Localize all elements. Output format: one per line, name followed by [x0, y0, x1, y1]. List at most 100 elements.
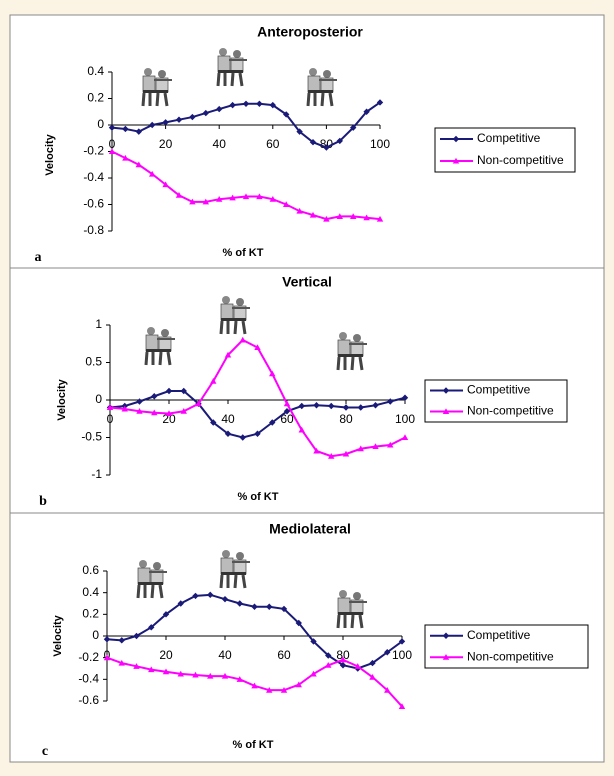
x-tick-label: 40: [221, 412, 235, 426]
data-point: [148, 666, 155, 673]
data-point: [239, 434, 246, 441]
data-point: [296, 128, 303, 135]
data-point: [283, 201, 290, 208]
data-point: [122, 125, 129, 133]
data-point: [328, 453, 335, 459]
x-tick-label: 20: [162, 412, 176, 426]
data-point: [175, 116, 183, 123]
data-point: [202, 109, 209, 117]
data-point: [207, 672, 214, 679]
data-point: [216, 196, 223, 202]
data-point: [398, 638, 406, 645]
legend-box: [434, 127, 576, 173]
y-tick-label: -0.8: [83, 223, 104, 237]
data-point: [195, 400, 202, 407]
data-point: [133, 632, 140, 640]
data-point: [135, 128, 142, 135]
y-tick-label: 0: [97, 117, 104, 131]
x-tick-label: 40: [218, 648, 232, 662]
data-point: [309, 211, 317, 218]
data-point: [242, 193, 250, 200]
data-point: [323, 215, 330, 222]
data-point: [216, 105, 223, 113]
legend-label: Non-competitive: [477, 153, 564, 167]
data-point: [313, 447, 320, 454]
y-tick-label: -0.4: [83, 170, 104, 184]
x-tick-label: 100: [370, 137, 390, 151]
data-point: [118, 659, 125, 666]
data-point: [336, 137, 343, 145]
data-point: [148, 624, 155, 631]
data-point: [363, 214, 370, 221]
data-point: [229, 194, 236, 201]
data-point: [310, 670, 317, 677]
data-point: [357, 445, 364, 452]
y-tick-label: 1: [95, 317, 102, 331]
data-point: [342, 450, 350, 457]
y-axis-label: Velocity: [56, 378, 68, 420]
data-point: [162, 668, 170, 675]
data-point: [180, 387, 187, 395]
data-point: [283, 400, 291, 407]
data-point: [192, 671, 199, 678]
data-point: [162, 181, 169, 188]
legend-marker: [442, 632, 450, 639]
data-point: [133, 663, 140, 669]
legend-marker: [442, 654, 450, 660]
data-point: [224, 430, 232, 437]
data-point: [354, 663, 361, 669]
data-point: [136, 408, 143, 414]
data-point: [103, 636, 111, 643]
data-point: [210, 419, 217, 426]
y-tick-label: -1: [91, 467, 102, 481]
data-point: [298, 402, 305, 410]
data-point: [313, 402, 320, 409]
data-point: [162, 119, 169, 126]
data-point: [357, 404, 364, 411]
x-tick-label: 40: [213, 137, 227, 151]
x-tick-label: 100: [395, 412, 415, 426]
data-point: [269, 370, 276, 377]
y-tick-label: 0: [92, 628, 99, 642]
x-tick-label: 60: [277, 648, 291, 662]
legend-label: Competitive: [467, 383, 531, 397]
legend-box: [424, 379, 568, 423]
x-tick-label: 80: [339, 412, 353, 426]
data-point: [242, 100, 250, 107]
data-point: [251, 682, 258, 689]
data-point: [207, 591, 214, 599]
data-point: [310, 638, 317, 645]
panel-label: b: [39, 494, 47, 509]
data-point: [295, 619, 302, 627]
data-point: [401, 434, 409, 441]
x-tick-label: 20: [159, 648, 173, 662]
y-tick-label: -0.5: [81, 430, 102, 444]
data-point: [192, 592, 199, 600]
data-point: [369, 659, 376, 667]
x-tick-label: 0: [109, 137, 116, 151]
x-axis-label: % of KT: [238, 491, 279, 503]
x-tick-label: 60: [266, 137, 280, 151]
data-point: [121, 405, 128, 412]
data-point: [165, 410, 173, 417]
data-point: [229, 101, 236, 109]
data-point: [239, 336, 246, 343]
data-point: [342, 404, 350, 411]
data-point: [325, 662, 332, 668]
data-point: [202, 198, 209, 205]
data-point: [309, 139, 317, 146]
data-point: [363, 108, 370, 115]
data-point: [269, 196, 276, 202]
data-point: [266, 686, 273, 693]
panel-label: c: [42, 744, 48, 759]
data-point: [295, 681, 302, 688]
data-point: [387, 441, 394, 448]
y-tick-label: 0.4: [82, 585, 99, 599]
legend-label: Non-competitive: [467, 404, 554, 418]
data-point: [384, 686, 391, 693]
data-point: [256, 100, 263, 107]
legend-marker: [442, 387, 450, 394]
x-tick-label: 0: [107, 412, 114, 426]
y-tick-label: -0.4: [78, 672, 99, 686]
legend-label: Competitive: [467, 628, 531, 642]
